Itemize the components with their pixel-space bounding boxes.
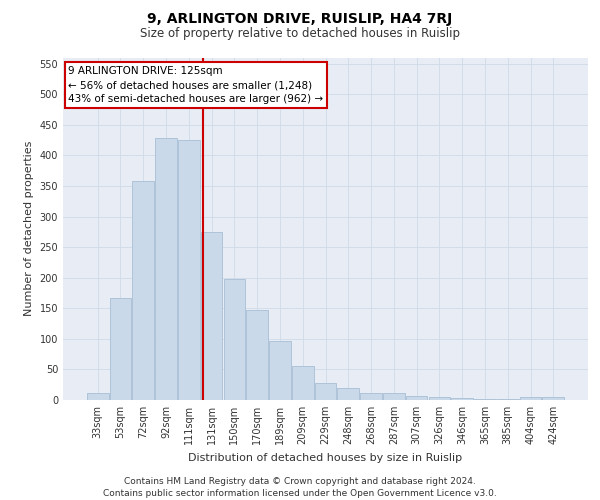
Text: 9, ARLINGTON DRIVE, RUISLIP, HA4 7RJ: 9, ARLINGTON DRIVE, RUISLIP, HA4 7RJ: [148, 12, 452, 26]
Bar: [87, 392, 109, 400]
Bar: [178, 140, 200, 400]
Bar: [110, 298, 131, 400]
Bar: [201, 232, 223, 400]
Bar: [224, 279, 245, 400]
Bar: [337, 388, 359, 400]
Bar: [133, 181, 154, 400]
X-axis label: Distribution of detached houses by size in Ruislip: Distribution of detached houses by size …: [188, 452, 463, 462]
Bar: [406, 396, 427, 400]
Text: Size of property relative to detached houses in Ruislip: Size of property relative to detached ho…: [140, 28, 460, 40]
Bar: [428, 397, 450, 400]
Text: Contains HM Land Registry data © Crown copyright and database right 2024.
Contai: Contains HM Land Registry data © Crown c…: [103, 476, 497, 498]
Bar: [542, 397, 564, 400]
Bar: [269, 340, 291, 400]
Bar: [314, 384, 337, 400]
Bar: [155, 138, 177, 400]
Bar: [247, 310, 268, 400]
Bar: [360, 394, 382, 400]
Bar: [520, 397, 541, 400]
Bar: [383, 394, 404, 400]
Bar: [451, 398, 473, 400]
Text: 9 ARLINGTON DRIVE: 125sqm
← 56% of detached houses are smaller (1,248)
43% of se: 9 ARLINGTON DRIVE: 125sqm ← 56% of detac…: [68, 66, 323, 104]
Y-axis label: Number of detached properties: Number of detached properties: [24, 141, 34, 316]
Bar: [292, 366, 314, 400]
